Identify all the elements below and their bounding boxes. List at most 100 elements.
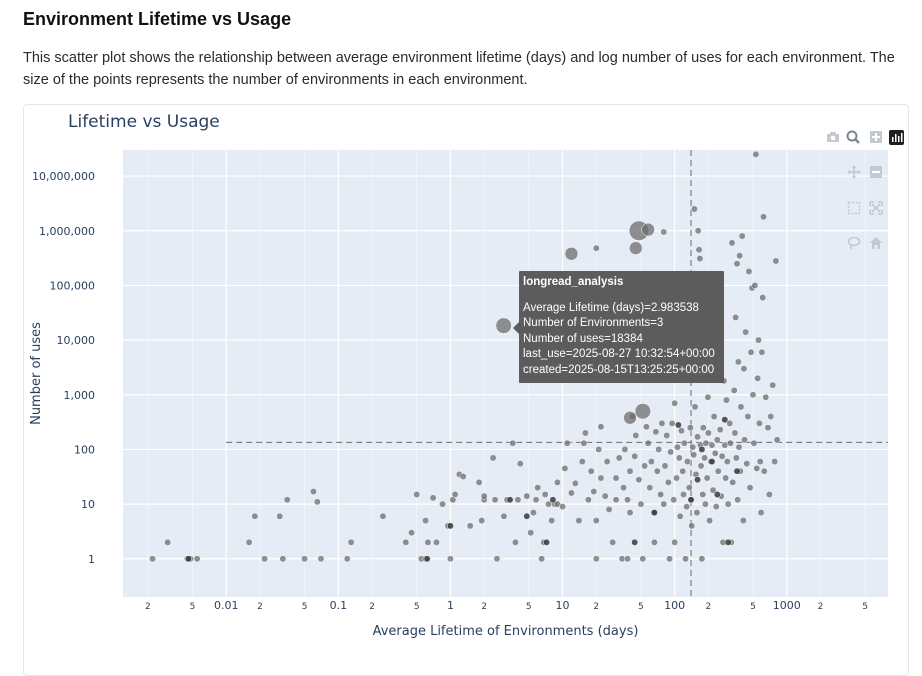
data-point[interactable]	[756, 458, 764, 466]
lasso-icon[interactable]	[846, 235, 862, 251]
data-point[interactable]	[631, 538, 639, 546]
data-point[interactable]	[732, 454, 740, 462]
data-point[interactable]	[693, 509, 701, 517]
data-point[interactable]	[676, 512, 684, 520]
data-point[interactable]	[698, 555, 706, 563]
data-point[interactable]	[379, 512, 387, 520]
data-point[interactable]	[734, 358, 742, 366]
data-point[interactable]	[674, 443, 681, 451]
data-point[interactable]	[686, 424, 694, 432]
data-point[interactable]	[695, 246, 703, 254]
data-point[interactable]	[718, 452, 726, 460]
data-point[interactable]	[746, 484, 754, 492]
data-point[interactable]	[493, 555, 501, 563]
data-point[interactable]	[629, 241, 643, 255]
data-point[interactable]	[631, 452, 639, 460]
data-point[interactable]	[723, 396, 730, 404]
data-point[interactable]	[480, 492, 488, 500]
data-point[interactable]	[652, 428, 660, 436]
data-point[interactable]	[313, 498, 321, 506]
data-point[interactable]	[708, 458, 716, 466]
data-point[interactable]	[680, 439, 688, 447]
data-point[interactable]	[660, 500, 668, 508]
data-point[interactable]	[745, 268, 753, 275]
data-point[interactable]	[729, 478, 737, 486]
data-point[interactable]	[730, 386, 738, 394]
data-point[interactable]	[317, 555, 325, 563]
data-point[interactable]	[721, 441, 729, 449]
data-point[interactable]	[738, 232, 746, 240]
data-point[interactable]	[590, 488, 598, 495]
data-point[interactable]	[623, 410, 637, 425]
data-point[interactable]	[578, 458, 586, 466]
data-point[interactable]	[429, 494, 437, 502]
data-point[interactable]	[523, 512, 531, 520]
zoom-out-icon[interactable]	[868, 164, 884, 180]
data-point[interactable]	[644, 439, 652, 447]
data-point[interactable]	[701, 454, 709, 462]
data-point[interactable]	[543, 538, 551, 546]
data-point[interactable]	[699, 491, 707, 498]
data-point[interactable]	[446, 555, 454, 563]
data-point[interactable]	[592, 244, 600, 252]
data-point[interactable]	[261, 555, 269, 563]
data-point[interactable]	[491, 496, 499, 504]
data-point[interactable]	[661, 462, 669, 470]
data-point[interactable]	[701, 500, 709, 508]
data-point[interactable]	[500, 512, 508, 520]
data-point[interactable]	[624, 496, 631, 504]
data-point[interactable]	[164, 538, 172, 546]
data-point[interactable]	[671, 399, 679, 407]
data-point[interactable]	[548, 517, 556, 525]
data-point[interactable]	[664, 478, 672, 486]
data-point[interactable]	[771, 458, 779, 466]
data-point[interactable]	[702, 439, 710, 447]
data-point[interactable]	[516, 460, 524, 468]
data-point[interactable]	[650, 509, 658, 517]
data-point[interactable]	[772, 257, 780, 265]
data-point[interactable]	[595, 445, 603, 453]
data-point[interactable]	[646, 484, 654, 492]
data-point[interactable]	[682, 555, 689, 563]
data-point[interactable]	[509, 439, 517, 447]
data-point[interactable]	[650, 538, 658, 546]
data-point[interactable]	[529, 509, 537, 517]
data-point[interactable]	[743, 460, 751, 468]
data-point[interactable]	[563, 439, 571, 447]
data-point[interactable]	[694, 476, 701, 484]
data-point[interactable]	[737, 403, 745, 411]
data-point[interactable]	[580, 439, 588, 447]
data-point[interactable]	[424, 538, 432, 546]
data-point[interactable]	[660, 228, 668, 236]
data-point[interactable]	[769, 381, 777, 389]
data-point[interactable]	[615, 454, 623, 462]
data-point[interactable]	[489, 454, 497, 462]
zoom-in-icon[interactable]	[868, 129, 884, 145]
pan-icon[interactable]	[846, 164, 862, 180]
data-point[interactable]	[690, 205, 698, 213]
data-point[interactable]	[276, 512, 284, 520]
data-point[interactable]	[736, 252, 744, 260]
data-point[interactable]	[459, 473, 467, 480]
data-point[interactable]	[592, 517, 600, 525]
data-point[interactable]	[439, 500, 446, 508]
data-point[interactable]	[642, 423, 650, 431]
data-point[interactable]	[666, 555, 673, 563]
data-point[interactable]	[559, 503, 566, 511]
data-point[interactable]	[612, 496, 620, 504]
data-point[interactable]	[639, 555, 647, 563]
data-point[interactable]	[704, 429, 712, 437]
data-point[interactable]	[641, 462, 649, 470]
data-point[interactable]	[703, 474, 711, 482]
box-select-icon[interactable]	[846, 200, 862, 216]
data-point[interactable]	[757, 509, 765, 517]
data-point[interactable]	[653, 467, 661, 475]
data-point[interactable]	[750, 439, 758, 447]
data-point[interactable]	[742, 328, 750, 336]
data-point[interactable]	[675, 454, 683, 462]
data-point[interactable]	[755, 419, 763, 427]
data-point[interactable]	[251, 512, 259, 520]
data-point[interactable]	[744, 413, 752, 420]
data-point[interactable]	[597, 423, 605, 431]
data-point[interactable]	[245, 538, 253, 546]
